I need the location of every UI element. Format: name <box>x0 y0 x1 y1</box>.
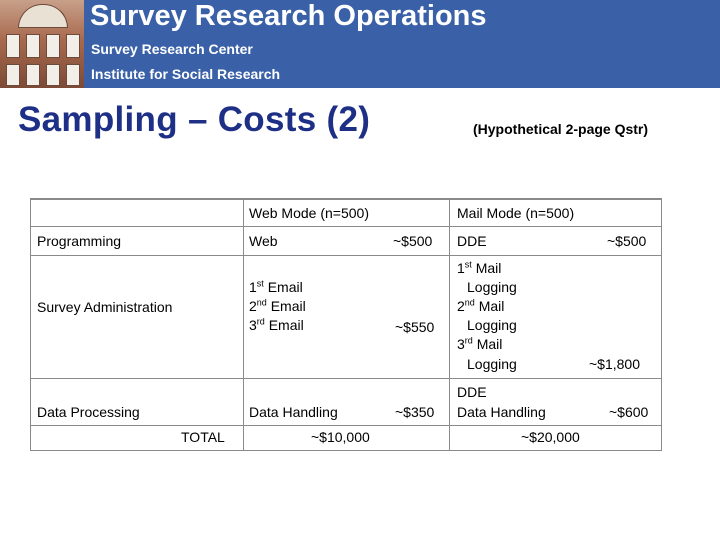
web-admin-item-1: 1st Email <box>249 278 303 295</box>
header-title: Survey Research Operations <box>90 0 487 32</box>
web-admin-item-2: 2nd Email <box>249 297 306 314</box>
web-admin-cost: ~$550 <box>395 319 435 335</box>
web-programming-item: Web <box>249 233 278 249</box>
mail-admin-cost: ~$1,800 <box>589 356 640 372</box>
web-processing-item: Data Handling <box>249 404 338 420</box>
row-label-administration: Survey Administration <box>37 299 173 315</box>
mail-admin-item-1: 1st Mail <box>457 259 502 276</box>
header-line-1: Survey Research Center <box>91 41 253 57</box>
header-banner: Survey Research Operations Survey Resear… <box>0 0 720 88</box>
web-processing-cost: ~$350 <box>395 404 435 420</box>
slide-title: Sampling – Costs (2) <box>18 100 371 139</box>
mail-total-cost: ~$20,000 <box>521 429 580 445</box>
web-admin-item-3: 3rd Email <box>249 316 304 333</box>
header-line-2: Institute for Social Research <box>91 66 281 82</box>
slide-subtitle: (Hypothetical 2-page Qstr) <box>473 121 649 137</box>
mail-processing-cost: ~$600 <box>609 404 649 420</box>
mail-programming-item: DDE <box>457 233 487 249</box>
mail-admin-item-4: Logging <box>467 317 517 333</box>
web-total-cost: ~$10,000 <box>311 429 370 445</box>
table-header-row: Web Mode (n=500) Mail Mode (n=500) <box>31 199 661 226</box>
row-label-programming: Programming <box>37 233 122 249</box>
mail-admin-item-3: 2nd Mail <box>457 297 505 314</box>
mail-processing-item-1: DDE <box>457 384 487 400</box>
header-web-mode: Web Mode (n=500) <box>249 205 369 221</box>
cost-table: Web Mode (n=500) Mail Mode (n=500) Progr… <box>30 198 662 451</box>
row-label-total: TOTAL <box>181 429 225 445</box>
web-programming-cost: ~$500 <box>393 233 433 249</box>
mail-admin-item-5: 3rd Mail <box>457 335 503 352</box>
table-row-processing: Data Processing Data Handling ~$350 DDE … <box>31 378 661 425</box>
building-photo <box>0 0 84 88</box>
mail-admin-item-6: Logging <box>467 356 517 372</box>
table-row-programming: Programming Web ~$500 DDE ~$500 <box>31 226 661 255</box>
mail-admin-item-2: Logging <box>467 279 517 295</box>
mail-programming-cost: ~$500 <box>607 233 647 249</box>
row-label-processing: Data Processing <box>37 404 140 420</box>
table-row-administration: Survey Administration 1st Email 2nd Emai… <box>31 255 661 378</box>
table-row-total: TOTAL ~$10,000 ~$20,000 <box>31 425 661 450</box>
header-mail-mode: Mail Mode (n=500) <box>457 205 575 221</box>
mail-processing-item-2: Data Handling <box>457 404 546 420</box>
